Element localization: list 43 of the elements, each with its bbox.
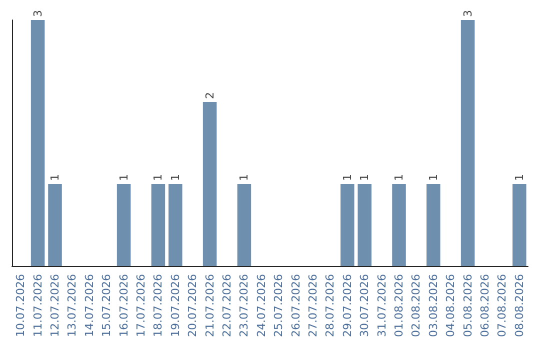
x-tick-label: 01.08.2026 [392,274,406,338]
x-tick-label: 29.07.2026 [340,274,354,338]
x-tick-label: 07.08.2026 [496,274,509,338]
data-label: 1 [117,174,130,182]
data-label: 1 [152,174,165,182]
x-tick-label: 28.07.2026 [324,274,337,338]
x-tick-label: 27.07.2026 [306,274,320,338]
x-tick-label: 12.07.2026 [48,274,62,338]
x-tick-label: 31.07.2026 [375,274,388,338]
x-tick-label: 10.07.2026 [14,274,28,338]
x-tick-label: 06.08.2026 [478,274,492,338]
x-tick-label: 05.08.2026 [461,274,474,338]
x-tick-label: 02.08.2026 [410,274,423,338]
x-tick-label: 30.07.2026 [358,274,372,338]
x-tick-label: 16.07.2026 [117,274,130,338]
x-tick-label: 20.07.2026 [186,274,200,338]
data-label: 1 [48,174,62,182]
x-tick-label: 18.07.2026 [152,274,165,338]
data-label: 1 [512,174,526,182]
x-tick-label: 22.07.2026 [220,274,234,338]
x-tick-label: 24.07.2026 [254,274,268,338]
data-label: 1 [340,174,354,182]
x-tick-label: 13.07.2026 [66,274,79,338]
x-tick-label: 04.08.2026 [444,274,458,338]
data-label: 3 [31,10,44,17]
x-tick-label: 17.07.2026 [134,274,148,338]
x-tick-label: 23.07.2026 [238,274,251,338]
data-label: 3 [461,10,474,17]
x-tick-label: 26.07.2026 [289,274,302,338]
x-tick-label: 15.07.2026 [100,274,114,338]
data-label: 1 [238,174,251,182]
data-label: 1 [426,174,440,182]
x-tick-label: 19.07.2026 [168,274,182,338]
x-tick-label: 14.07.2026 [82,274,96,338]
data-label: 1 [168,174,182,182]
x-tick-label: 21.07.2026 [203,274,216,338]
x-tick-label: 03.08.2026 [426,274,440,338]
x-tick-label: 25.07.2026 [272,274,286,338]
data-label: 1 [358,174,372,182]
data-label: 2 [203,92,216,100]
data-label: 1 [392,174,406,182]
x-tick-label: 08.08.2026 [512,274,526,338]
x-tick-label: 11.07.2026 [31,274,44,338]
